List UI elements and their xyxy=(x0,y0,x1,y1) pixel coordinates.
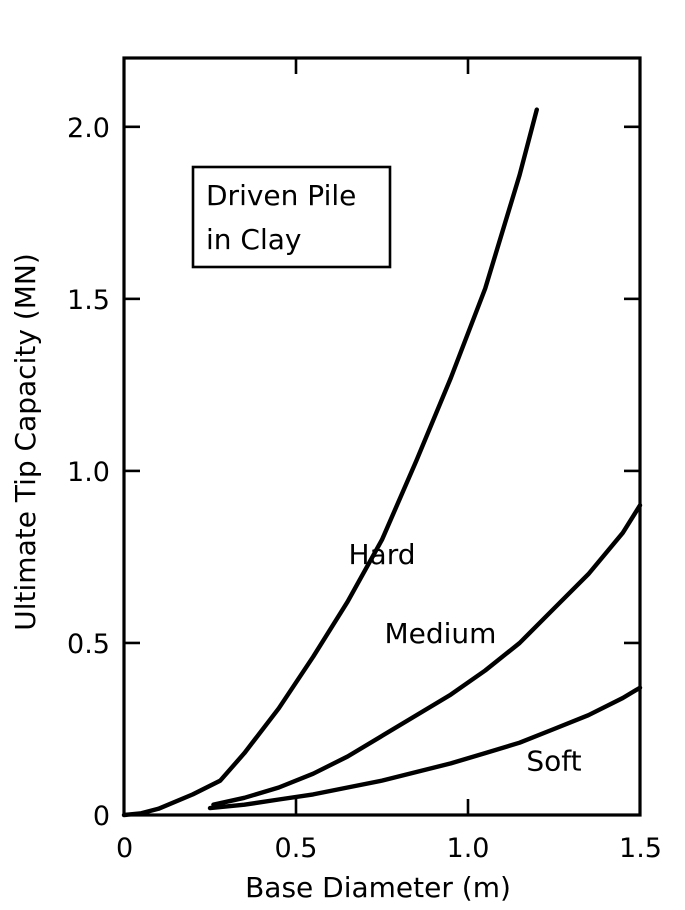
series-label-soft: Soft xyxy=(526,744,581,777)
series-label-hard: Hard xyxy=(348,538,415,571)
x-axis-title: Base Diameter (m) xyxy=(245,871,511,904)
axes xyxy=(122,56,642,817)
series-line-medium xyxy=(211,503,643,807)
y-tick-label-1: 0.5 xyxy=(67,629,110,660)
series-label-medium: Medium xyxy=(384,617,496,650)
series-layer xyxy=(121,107,643,818)
series-line-hard xyxy=(121,107,539,818)
x-tick-label-2: 1.0 xyxy=(447,833,490,864)
y-tick-label-2: 1.0 xyxy=(67,457,110,488)
x-tick-label-3: 1.5 xyxy=(619,833,662,864)
legend-box xyxy=(191,165,392,269)
ticks: 0 0.5 1.0 1.5 0 0.5 1.0 1.5 2.0 xyxy=(67,58,662,864)
labels-layer: Hard Medium Soft xyxy=(348,538,581,777)
x-tick-label-0: 0 xyxy=(116,833,133,864)
y-tick-label-4: 2.0 xyxy=(67,113,110,144)
legend-line-2: in Clay xyxy=(206,223,301,256)
y-tick-label-3: 1.5 xyxy=(67,285,110,316)
legend-line-1: Driven Pile xyxy=(206,179,356,212)
series-line-soft xyxy=(207,685,643,811)
plot-frame xyxy=(122,56,642,817)
y-tick-label-0: 0 xyxy=(93,801,110,832)
legend: Driven Pile in Clay xyxy=(191,165,392,269)
y-axis-title: Ultimate Tip Capacity (MN) xyxy=(9,253,42,630)
x-tick-label-1: 0.5 xyxy=(275,833,318,864)
